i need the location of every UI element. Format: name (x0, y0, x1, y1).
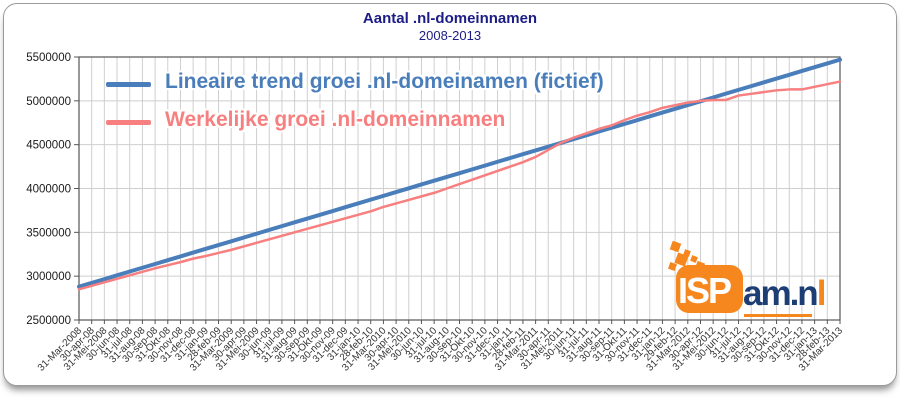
ispam-logo: ISP am.nl (659, 234, 849, 324)
logo-orange-box (676, 265, 743, 313)
legend-label-actual: Werkelijke groei .nl-domeinnamen (165, 108, 506, 131)
page-subtitle: 2008-2013 (418, 28, 482, 43)
y-axis-label: 3000000 (26, 271, 71, 283)
y-axis-label: 5500000 (26, 52, 71, 64)
y-axis-label: 4000000 (26, 184, 71, 196)
y-axis-label: 3500000 (26, 227, 71, 239)
legend-swatch-trend-line (106, 82, 151, 87)
chart-card: Aantal .nl-domeinnamen 2008-2013 5500000… (3, 3, 897, 386)
trend-line-series (77, 57, 842, 289)
logo-pixel (668, 262, 677, 271)
logo-isp-text: ISP (678, 270, 732, 311)
y-axis-label: 5000000 (26, 96, 71, 108)
legend-label-trend: Lineaire trend groei .nl-domeinamen (fic… (165, 70, 604, 93)
logo-text-orange: l (816, 274, 827, 313)
logo-pixel (669, 240, 682, 253)
logo-underline (744, 314, 812, 317)
page-title: Aantal .nl-domeinnamen (362, 10, 538, 27)
logo-domain-text: am.nl (743, 274, 827, 313)
y-axis-label: 2500000 (26, 315, 71, 327)
logo-text-dark: am.n (743, 274, 819, 313)
actual-line-series (77, 80, 842, 291)
y-axis-label: 4500000 (26, 140, 71, 152)
chart-canvas: 5500000 5000000 4500000 4000000 3500000 30000… (26, 52, 845, 374)
legend-swatch-actual-line (106, 120, 151, 125)
